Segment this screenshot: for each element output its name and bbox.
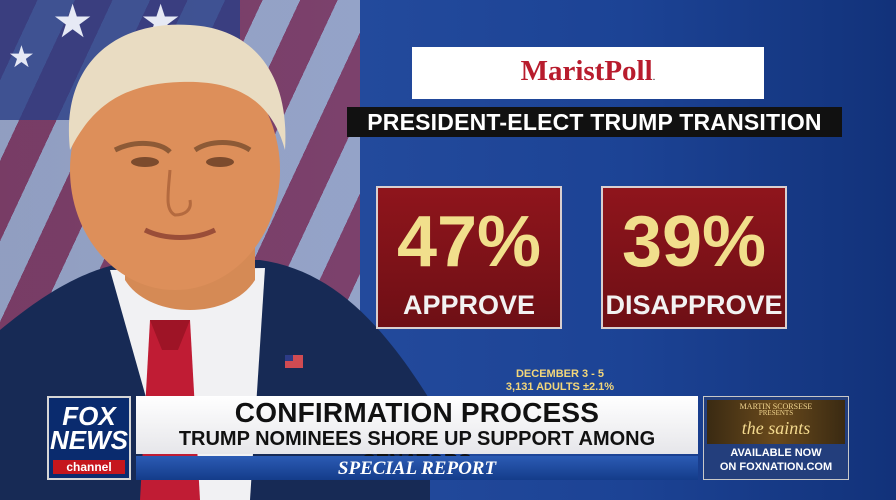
poll-dates: DECEMBER 3 - 5 bbox=[515, 368, 605, 380]
lower-third-banner: CONFIRMATION PROCESS TRUMP NOMINEES SHOR… bbox=[136, 396, 698, 473]
disapprove-percentage: 39% bbox=[621, 202, 767, 282]
show-bar: SPECIAL REPORT bbox=[136, 456, 698, 480]
network-logo-line2: NEWS bbox=[50, 425, 128, 455]
star-icon: ★ bbox=[52, 0, 94, 47]
promo-box: MARTIN SCORSESE PRESENTS the saints AVAI… bbox=[703, 396, 849, 480]
promo-art-title: the saints bbox=[741, 418, 811, 438]
approve-stat-box: 47% APPROVE bbox=[376, 186, 562, 329]
poll-info: DECEMBER 3 - 5 3,131 ADULTS ±2.1% bbox=[460, 368, 660, 394]
pollster-logo-text: MaristPoll bbox=[520, 55, 653, 87]
poll-sample: 3,131 ADULTS ±2.1% bbox=[505, 381, 615, 393]
headline-bar: PRESIDENT-ELECT TRUMP TRANSITION bbox=[347, 107, 842, 137]
show-name: SPECIAL REPORT bbox=[337, 458, 497, 479]
network-logo-line1: FOX bbox=[62, 401, 116, 431]
pollster-logo: MaristPoll. bbox=[412, 47, 764, 99]
promo-artwork: MARTIN SCORSESE PRESENTS the saints bbox=[707, 400, 845, 444]
promo-site: ON FOXNATION.COM bbox=[719, 461, 833, 473]
promo-available: AVAILABLE NOW bbox=[730, 447, 822, 459]
promo-art-line1: MARTIN SCORSESE bbox=[739, 402, 813, 411]
approve-label: APPROVE bbox=[402, 290, 536, 320]
pollster-logo-mark: . bbox=[652, 71, 656, 83]
star-icon: ★ bbox=[8, 41, 35, 74]
network-logo-channel: channel bbox=[53, 460, 125, 474]
disapprove-label: DISAPPROVE bbox=[605, 290, 783, 320]
disapprove-stat-box: 39% DISAPPROVE bbox=[601, 186, 787, 329]
network-logo: FOX NEWS channel bbox=[47, 396, 131, 480]
promo-art-line2: PRESENTS bbox=[758, 409, 794, 417]
approve-percentage: 47% bbox=[396, 202, 542, 282]
lower-third-title: CONFIRMATION PROCESS bbox=[234, 397, 600, 428]
